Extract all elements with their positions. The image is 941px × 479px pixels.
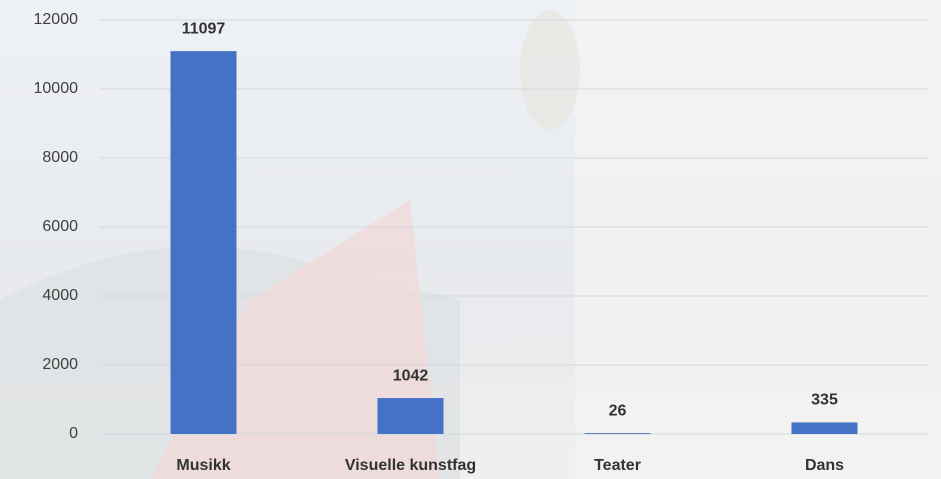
bar bbox=[170, 51, 237, 434]
y-tick-label: 10000 bbox=[34, 80, 79, 97]
data-label: 26 bbox=[609, 402, 627, 419]
background-shape bbox=[520, 10, 580, 130]
bar bbox=[377, 398, 444, 434]
y-tick-label: 8000 bbox=[42, 149, 78, 166]
y-tick-label: 2000 bbox=[42, 356, 78, 373]
y-tick-label: 0 bbox=[69, 425, 78, 442]
x-tick-label: Visuelle kunstfag bbox=[345, 457, 476, 474]
bar bbox=[791, 422, 858, 434]
data-label: 11097 bbox=[182, 20, 226, 37]
x-tick-label: Teater bbox=[594, 457, 641, 474]
bar bbox=[584, 433, 651, 434]
x-tick-label: Musikk bbox=[176, 457, 230, 474]
y-tick-label: 12000 bbox=[34, 11, 79, 28]
data-label: 1042 bbox=[393, 367, 429, 384]
background-panel bbox=[575, 0, 941, 479]
data-label: 335 bbox=[811, 392, 838, 409]
x-tick-label: Dans bbox=[805, 457, 844, 474]
y-tick-label: 4000 bbox=[42, 287, 78, 304]
y-tick-label: 6000 bbox=[42, 218, 78, 235]
